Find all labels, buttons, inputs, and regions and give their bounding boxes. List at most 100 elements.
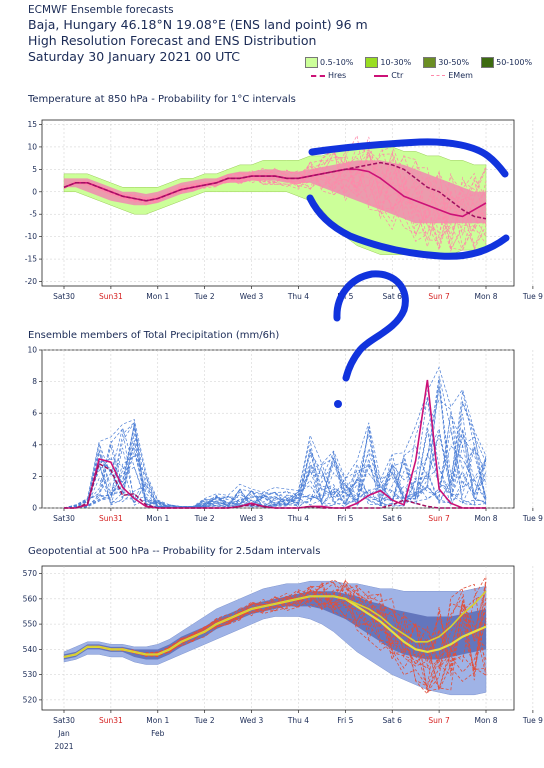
x-tick-label: Fri 5 xyxy=(337,514,353,523)
x-tick-label: Wed 3 xyxy=(240,514,264,523)
ens-member-line xyxy=(63,152,487,238)
geopot-panel-title: Geopotential at 500 hPa -- Probability f… xyxy=(28,546,321,557)
x-tick-label: Tue 9 xyxy=(522,716,543,725)
org-title: ECMWF Ensemble forecasts xyxy=(28,4,174,16)
y-tick-label: 6 xyxy=(32,409,37,418)
ens-member-line xyxy=(63,575,487,665)
x-tick-label: Tue 2 xyxy=(194,716,215,725)
legend-swatch xyxy=(423,57,437,68)
y-tick-label: 540 xyxy=(23,645,38,654)
x-tick-label: Sat 6 xyxy=(382,514,402,523)
legend-line xyxy=(431,75,446,76)
y-tick-label: 520 xyxy=(23,695,38,704)
ens-member-line xyxy=(63,427,487,509)
x-tick-label: Mon 8 xyxy=(475,292,498,301)
y-tick-label: 2 xyxy=(32,472,37,481)
y-tick-label: 8 xyxy=(32,377,37,386)
month-label: Feb xyxy=(151,729,165,738)
y-tick-label: 0 xyxy=(32,187,37,196)
y-tick-label: 10 xyxy=(27,346,37,355)
x-tick-label: Wed 3 xyxy=(240,292,264,301)
legend-ctr: Ctr xyxy=(374,71,403,80)
year-label: 2021 xyxy=(54,742,73,751)
legend-line xyxy=(374,74,389,77)
y-tick-label: -15 xyxy=(25,255,37,264)
legend-swatch xyxy=(365,57,379,68)
y-tick-label: -5 xyxy=(30,210,38,219)
ens-member-line xyxy=(63,375,487,509)
y-tick-label: 530 xyxy=(23,670,38,679)
legend-swatch xyxy=(481,57,495,68)
y-tick-label: 550 xyxy=(23,620,38,629)
precip-panel-title: Ensemble members of Total Precipitation … xyxy=(28,330,280,341)
month-label: Jan xyxy=(57,729,70,738)
hres-line xyxy=(64,462,486,509)
x-tick-label: Mon 1 xyxy=(146,292,169,301)
x-tick-label: Mon 1 xyxy=(146,716,169,725)
y-tick-label: 10 xyxy=(27,142,37,151)
x-tick-label: Fri 5 xyxy=(337,292,353,301)
x-tick-label: Fri 5 xyxy=(337,716,353,725)
ens-member-line xyxy=(63,413,487,509)
ens-member-line xyxy=(63,148,487,252)
x-tick-label: Sat30 xyxy=(53,292,75,301)
x-tick-label: Mon 8 xyxy=(475,514,498,523)
legend-emem: EMem xyxy=(431,71,473,80)
ens-member-line xyxy=(63,149,487,252)
ens-member-line xyxy=(63,577,487,682)
legend-prob-4: 50-100% xyxy=(481,57,532,68)
ens-member-line xyxy=(63,592,487,673)
ens-member-line xyxy=(63,134,487,249)
ens-member-line xyxy=(63,589,487,695)
ens-member-line xyxy=(63,376,487,509)
legend: 0.5-10% 10-30% 30-50% 50-100% Hres Ctr E… xyxy=(305,56,538,82)
x-tick-label: Wed 3 xyxy=(240,716,264,725)
ens-member-line xyxy=(63,391,487,509)
temp-panel-title: Temperature at 850 hPa - Probability for… xyxy=(28,94,296,105)
location-title: Baja, Hungary 46.18°N 19.08°E (ENS land … xyxy=(28,17,368,32)
ens-member-line xyxy=(63,448,487,509)
legend-swatch xyxy=(305,57,318,68)
y-tick-label: 5 xyxy=(32,165,37,174)
ens-member-line xyxy=(63,589,487,692)
x-tick-label: Sun 7 xyxy=(428,514,450,523)
x-tick-label: Sun31 xyxy=(99,716,123,725)
y-tick-label: 15 xyxy=(27,120,37,129)
header: ECMWF Ensemble forecasts Baja, Hungary 4… xyxy=(28,4,368,65)
x-tick-label: Mon 8 xyxy=(475,716,498,725)
hres-line xyxy=(63,161,487,220)
y-tick-label: 4 xyxy=(32,440,37,449)
forecast-date: Saturday 30 January 2021 00 UTC xyxy=(28,49,240,64)
geopotential-chart: 520 530 540 550 560 570 Sat30 Jan Sun31 Mon 1 Feb T… xyxy=(23,565,543,751)
x-tick-label: Sun 7 xyxy=(428,292,450,301)
x-tick-label: Thu 4 xyxy=(287,514,309,523)
legend-hres: Hres xyxy=(311,71,346,80)
x-tick-label: Thu 4 xyxy=(287,716,309,725)
ens-member-line xyxy=(63,431,487,509)
x-tick-label: Sat 6 xyxy=(382,292,402,301)
legend-prob-1: 0.5-10% xyxy=(305,57,353,68)
precipitation-chart: 0 2 4 6 8 10 Sat30 Sun31 Mon 1 Tue 2 Wed 3 Thu 4 Fri… xyxy=(27,346,543,524)
y-tick-label: -10 xyxy=(25,232,37,241)
ens-member-line xyxy=(63,413,487,509)
x-tick-label: Sun31 xyxy=(99,292,123,301)
y-tick-label: -20 xyxy=(25,277,37,286)
legend-prob-2: 10-30% xyxy=(365,57,411,68)
x-tick-label: Tue 2 xyxy=(194,514,215,523)
ens-member-line xyxy=(63,579,487,693)
plot-frame xyxy=(41,349,515,509)
x-tick-label: Tue 2 xyxy=(194,292,215,301)
x-tick-label: Tue 9 xyxy=(522,292,543,301)
ens-member-line xyxy=(63,149,487,249)
ens-member-line xyxy=(63,399,487,509)
x-tick-label: Mon 1 xyxy=(146,514,169,523)
x-tick-label: Sat30 xyxy=(53,514,75,523)
x-tick-label: Sat 6 xyxy=(382,716,402,725)
y-tick-label: 0 xyxy=(32,504,37,513)
x-tick-label: Sat30 xyxy=(53,716,75,725)
legend-line xyxy=(311,74,325,77)
ens-member-max-line xyxy=(63,366,487,509)
forecast-subtitle: High Resolution Forecast and ENS Distrib… xyxy=(28,33,317,48)
x-tick-label: Sun31 xyxy=(99,514,123,523)
x-tick-label: Thu 4 xyxy=(287,292,309,301)
